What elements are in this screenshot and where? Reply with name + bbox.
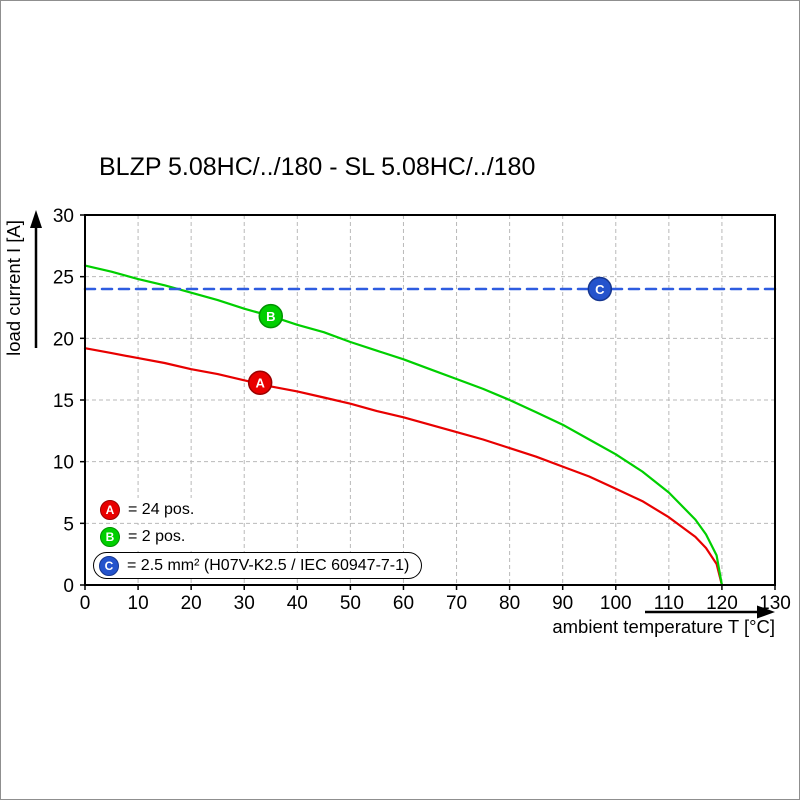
x-axis-arrow	[645, 605, 775, 619]
y-tick-label: 30	[53, 206, 74, 227]
x-axis-label: ambient temperature T [°C]	[552, 616, 775, 637]
y-axis-label: load current I [A]	[3, 220, 24, 356]
marker-B	[258, 303, 284, 329]
x-tick-label: 0	[80, 593, 91, 614]
marker-A	[247, 370, 273, 395]
x-tick-label: 90	[552, 593, 573, 614]
legend-item-2pos: B = 2 pos.	[93, 525, 196, 549]
legend-label-wire-spec: = 2.5 mm² (H07V-K2.5 / IEC 60947-7-1)	[127, 556, 410, 574]
x-tick-label: 70	[446, 593, 467, 614]
series-A-line	[83, 347, 723, 587]
chart-plot-area: 0 10 20 30 40 50 60 70 80 90 100 110 120 130 0 5 10 15 20 2…	[53, 206, 791, 614]
y-tick-label: 15	[53, 391, 74, 412]
x-tick-label: 50	[340, 593, 361, 614]
x-tick-label: 100	[600, 593, 632, 614]
x-tick-label: 10	[128, 593, 149, 614]
marker-C	[587, 276, 613, 302]
x-tick-label: 20	[181, 593, 202, 614]
series-c-marker-icon: C	[99, 555, 119, 576]
y-tick-label: 5	[63, 514, 74, 535]
x-tick-label: 130	[759, 593, 791, 614]
y-tick-label: 25	[53, 268, 74, 289]
marker-C-letter: C	[595, 282, 605, 297]
legend-label-24pos: = 24 pos.	[128, 501, 195, 518]
marker-A-letter: A	[255, 376, 265, 391]
x-tick-label: 60	[393, 593, 414, 614]
y-axis-arrow	[30, 210, 42, 348]
series-B-line	[83, 264, 723, 587]
x-tick-label: 110	[654, 593, 684, 614]
series-b-marker-icon: B	[100, 527, 120, 547]
x-tick-label: 80	[499, 593, 520, 614]
x-tick-label: 30	[234, 593, 255, 614]
chart-title: BLZP 5.08HC/../180 - SL 5.08HC/../180	[99, 153, 536, 181]
legend-item-24pos: A = 24 pos.	[93, 498, 205, 522]
chart-legend: A = 24 pos. B = 2 pos. C = 2.5 mm² (H07V…	[93, 498, 423, 579]
legend-label-2pos: = 2 pos.	[128, 528, 186, 545]
x-tick-label: 40	[287, 593, 308, 614]
y-tick-label: 0	[63, 576, 74, 597]
series-a-marker-icon: A	[100, 500, 120, 520]
legend-item-wire-spec: C = 2.5 mm² (H07V-K2.5 / IEC 60947-7-1)	[93, 552, 423, 579]
y-tick-label: 10	[53, 453, 74, 474]
x-tick-label: 120	[706, 593, 738, 614]
marker-B-letter: B	[266, 309, 275, 324]
y-tick-label: 20	[53, 329, 74, 350]
